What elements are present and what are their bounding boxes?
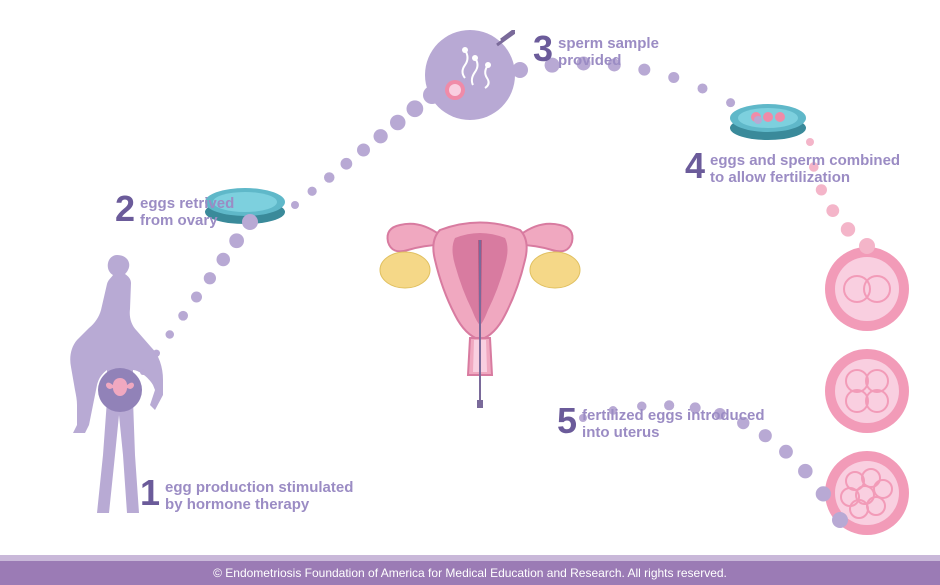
step-text: fertilized eggs introducedinto uterus [582, 407, 765, 442]
step-text: sperm sampleprovided [558, 35, 659, 70]
step-number: 2 [115, 193, 134, 225]
step-2: 2 eggs retrivedfrom ovary [115, 193, 234, 230]
step-number: 1 [140, 477, 159, 509]
step-text: egg production stimulatedby hormone ther… [165, 479, 353, 514]
cell-stage-multi-icon [825, 451, 909, 535]
uterus-main-icon [370, 190, 590, 410]
sperm-sample-icon [425, 30, 515, 120]
step-4: 4 eggs and sperm combinedto allow fertil… [685, 150, 900, 187]
step-1: 1 egg production stimulatedby hormone th… [140, 477, 353, 514]
step-number: 5 [557, 405, 576, 437]
step-text: eggs and sperm combinedto allow fertiliz… [710, 152, 900, 187]
step-text: eggs retrivedfrom ovary [140, 195, 234, 230]
step-3: 3 sperm sampleprovided [533, 33, 659, 70]
cell-stage-2-icon [825, 247, 909, 331]
step-5: 5 fertilized eggs introducedinto uterus [557, 405, 765, 442]
footer-copyright: © Endometriosis Foundation of America fo… [0, 561, 940, 585]
step-number: 3 [533, 33, 552, 65]
cell-stage-4-icon [825, 349, 909, 433]
step-number: 4 [685, 150, 704, 182]
petri-dish-right-icon [730, 103, 806, 141]
uterus-overlay-icon [98, 368, 142, 412]
